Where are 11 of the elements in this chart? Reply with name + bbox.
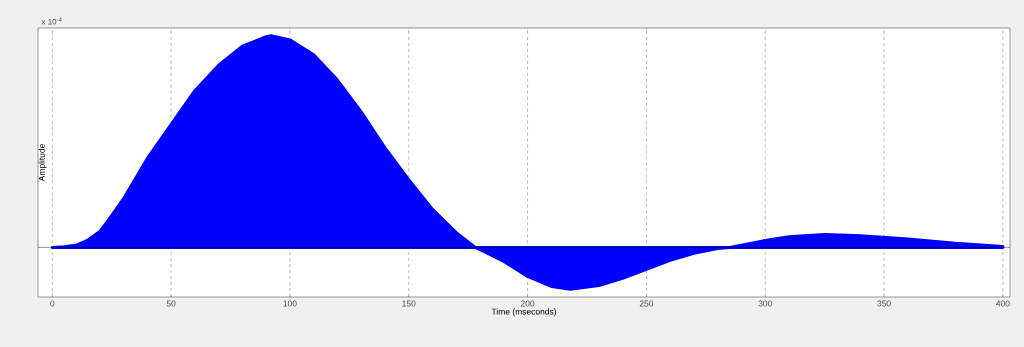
x-tick-label: 150: [402, 300, 416, 307]
x-tick-label: 50: [166, 300, 176, 307]
x-axis-title: Time (mseconds): [491, 308, 557, 317]
x-tick-label: 0: [50, 300, 55, 307]
x-tick-label: 300: [758, 300, 772, 307]
x-tick-label: 250: [639, 300, 654, 307]
x-tick-label: 100: [283, 300, 297, 307]
x-tick-label: 400: [996, 300, 1010, 307]
x-tick-label: 200: [520, 300, 535, 307]
y-axis-title: Amplitude: [38, 144, 47, 182]
x-tick-label: 350: [877, 300, 891, 307]
